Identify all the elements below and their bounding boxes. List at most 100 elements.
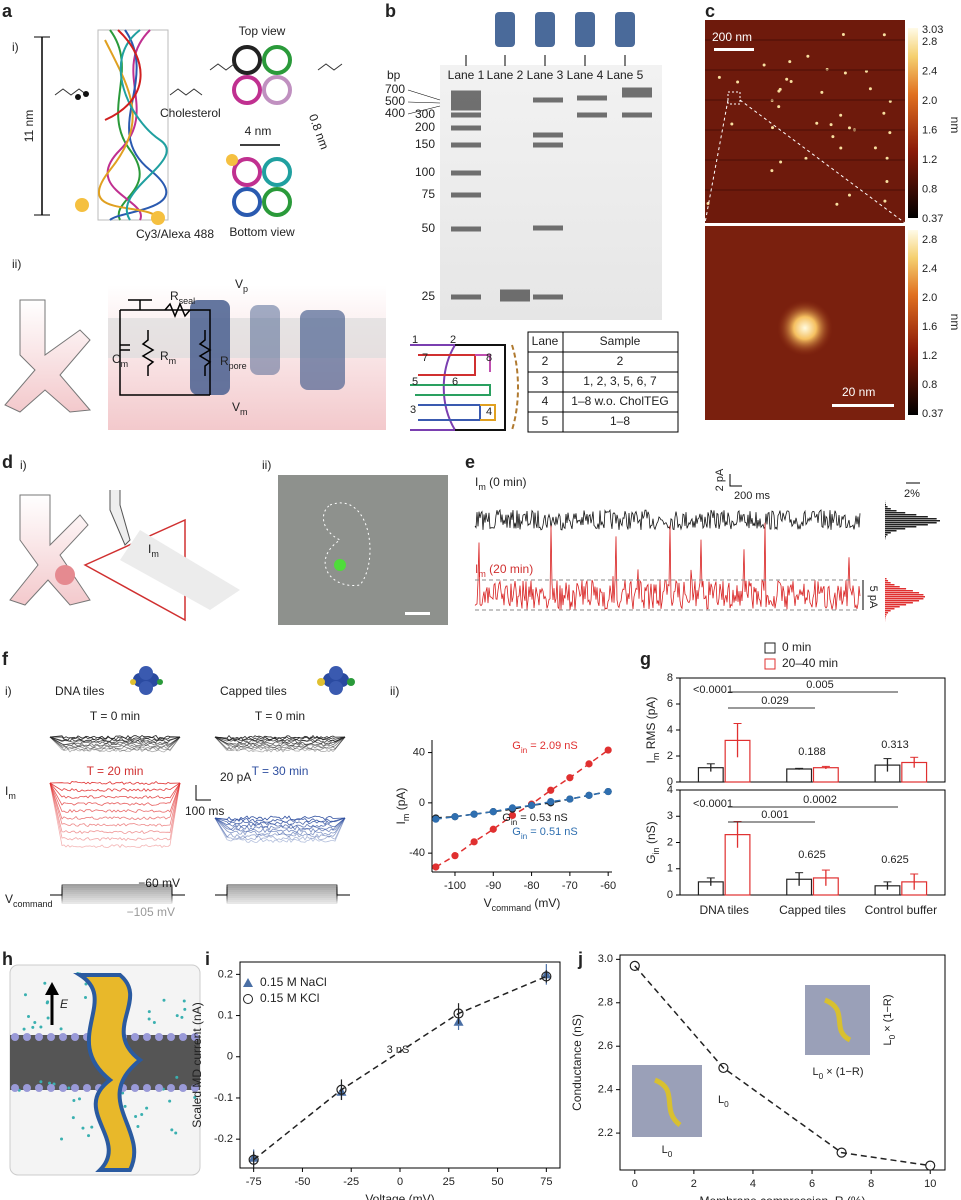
- text-part: (20 min): [486, 562, 533, 576]
- ion: [43, 981, 47, 985]
- lipid-head: [35, 1084, 43, 1092]
- histogram-bar: [885, 602, 913, 604]
- histogram-bar: [885, 586, 900, 588]
- table-cell: 2: [542, 354, 549, 368]
- circuit: [119, 299, 212, 396]
- text-part: (mV): [531, 896, 560, 910]
- data-point: [453, 1008, 464, 1019]
- panel-label: i: [205, 949, 210, 969]
- y-tick-label: 3.0: [598, 953, 613, 965]
- text-part: R: [170, 289, 179, 303]
- data-point: [451, 813, 459, 821]
- histogram-bar: [885, 524, 928, 526]
- x-axis-label: Vcommand (mV): [484, 896, 561, 913]
- circuit-label: Rm: [160, 349, 176, 366]
- step-trace: [214, 736, 346, 753]
- ion: [59, 1027, 63, 1031]
- lipid-head: [179, 1084, 187, 1092]
- y-tick-label: 2.4: [598, 1084, 613, 1096]
- colorbar-label: 1.6: [922, 124, 937, 136]
- gel-band: [451, 112, 481, 118]
- gel-band: [533, 142, 563, 148]
- data-point: [585, 760, 593, 768]
- step-trace: [214, 817, 346, 839]
- circuit-label: Rseal: [170, 289, 195, 306]
- text-part: m: [8, 791, 16, 801]
- gel-band: [451, 142, 481, 148]
- histogram-bar: [885, 532, 891, 534]
- step-trace: [49, 736, 181, 741]
- colorbar-label: 2.8: [922, 36, 937, 48]
- gel-band: [451, 100, 481, 106]
- data-point: [432, 863, 440, 871]
- lane-label: Lane 2: [487, 68, 524, 82]
- panel-label: c: [705, 1, 715, 21]
- ion: [60, 1137, 64, 1141]
- command-step: [50, 894, 185, 904]
- inset-pore: [823, 997, 852, 1043]
- y-tick-label: -40: [409, 847, 425, 859]
- gel-band: [622, 87, 652, 93]
- tile-icon: [317, 666, 355, 695]
- gel-band: [451, 90, 481, 96]
- histogram-bar: [885, 514, 917, 516]
- step-trace: [49, 782, 181, 799]
- lipid-head: [47, 1084, 55, 1092]
- scale-label: 20 nm: [842, 385, 875, 399]
- afm-particle: [885, 156, 889, 160]
- ion: [123, 1104, 127, 1108]
- y-tick-label: 8: [667, 672, 673, 684]
- annotation: Gin = 0.51 nS: [512, 826, 577, 841]
- colorbar-label: 1.6: [922, 321, 937, 333]
- histogram-bar: [885, 596, 925, 598]
- ion: [147, 1017, 151, 1021]
- colorbar: [908, 28, 918, 218]
- text-part: L: [662, 1144, 668, 1156]
- step-trace: [49, 782, 181, 820]
- dye: [75, 198, 89, 212]
- step-trace: [214, 817, 346, 823]
- fit-line: [435, 749, 609, 868]
- text-part: R: [160, 349, 169, 363]
- ion: [174, 1131, 178, 1135]
- data-point: [925, 1160, 936, 1171]
- current-label: Im: [148, 542, 159, 559]
- text-part: I: [148, 542, 151, 556]
- pores: [190, 300, 345, 395]
- inset-label: L0: [718, 1094, 729, 1109]
- trace-label: Im (20 min): [475, 562, 533, 579]
- afm-particle: [820, 90, 824, 94]
- text-part: × (1−R): [823, 1066, 863, 1078]
- chol: [317, 63, 343, 71]
- view-label: Top view: [239, 24, 286, 38]
- ladder-label: 700: [385, 82, 405, 96]
- step-trace: [49, 736, 181, 742]
- strand-id: 2: [450, 334, 456, 346]
- histogram-bar: [885, 508, 891, 510]
- circuit-label: Vp: [235, 277, 248, 294]
- lipid-head: [143, 1084, 151, 1092]
- ion: [45, 1001, 49, 1005]
- lipid-head: [59, 1033, 67, 1041]
- histogram-bar: [885, 526, 917, 528]
- afm-particle: [839, 113, 843, 117]
- afm-particle: [770, 169, 774, 173]
- x-axis-label: Voltage (mV): [365, 1192, 434, 1200]
- ladder-label: 25: [422, 289, 436, 303]
- y-tick-label: 2: [667, 836, 673, 848]
- y-axis-label: Conductance (nS): [570, 1014, 584, 1111]
- lipid-head: [167, 1084, 175, 1092]
- afm-particle: [825, 67, 829, 71]
- lane-label: Lane 3: [527, 68, 564, 82]
- panel-label: d: [2, 452, 13, 472]
- pipette: [109, 490, 131, 546]
- ion: [182, 999, 186, 1003]
- zoom-lines: [704, 99, 906, 224]
- y-tick-label: 0: [667, 889, 673, 901]
- data-point: [336, 1084, 347, 1095]
- step-trace: [214, 736, 346, 744]
- view-label: Bottom view: [229, 225, 295, 239]
- text-part: (nS): [644, 821, 658, 847]
- afm-particle: [789, 80, 793, 84]
- condition-label: DNA tiles: [55, 684, 104, 698]
